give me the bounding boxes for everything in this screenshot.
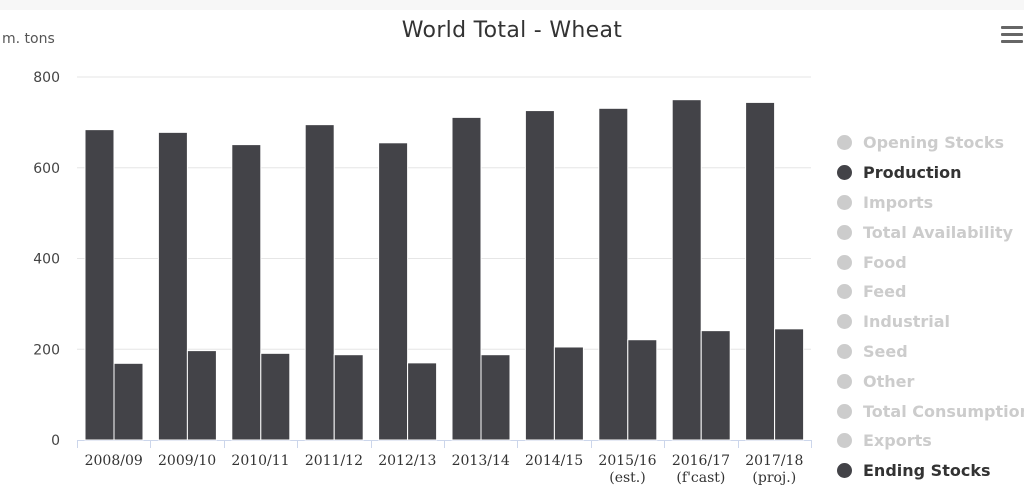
legend: Opening Stocks Production Imports Total Ava… — [837, 128, 1024, 486]
bar-ending-stocks — [186, 350, 217, 441]
chart-title: World Total - Wheat — [401, 18, 623, 43]
x-tick-label: (est.) — [609, 470, 645, 486]
bar-ending-stocks — [480, 354, 511, 441]
legend-marker-icon — [837, 284, 852, 300]
bar-production — [671, 99, 702, 441]
legend-item-food[interactable]: Food — [837, 247, 1024, 277]
x-tick-label: 2013/14 — [452, 453, 510, 469]
legend-item-total-consumption[interactable]: Total Consumption — [837, 396, 1024, 426]
legend-marker-icon — [837, 254, 852, 270]
legend-label: Total Consumption — [863, 401, 1024, 421]
legend-label: Opening Stocks — [863, 133, 1005, 153]
bar-ending-stocks — [333, 354, 364, 441]
bar-production — [231, 144, 262, 441]
legend-marker-icon — [837, 463, 852, 479]
x-tick-label: 2009/10 — [158, 453, 216, 469]
y-tick-label: 0 — [51, 433, 60, 449]
legend-item-industrial[interactable]: Industrial — [837, 307, 1024, 337]
y-tick-label: 400 — [33, 252, 60, 268]
legend-item-imports[interactable]: Imports — [837, 188, 1024, 218]
bar-production — [304, 124, 335, 441]
legend-label: Industrial — [863, 312, 951, 332]
bar-production — [451, 116, 482, 441]
legend-item-seed[interactable]: Seed — [837, 337, 1024, 367]
bar-ending-stocks — [407, 362, 438, 441]
x-tick-label: 2011/12 — [305, 453, 363, 469]
bar-ending-stocks — [700, 330, 731, 441]
x-tick-label: 2012/13 — [378, 453, 436, 469]
bar-production — [598, 107, 629, 441]
legend-label: Imports — [863, 192, 934, 212]
bar-ending-stocks — [113, 362, 144, 441]
x-tick-label: 2010/11 — [231, 453, 289, 469]
legend-marker-icon — [837, 433, 852, 449]
bar-production — [84, 129, 115, 441]
legend-marker-icon — [837, 224, 852, 240]
bar-production — [157, 131, 188, 441]
legend-marker-icon — [837, 314, 852, 330]
legend-label: Seed — [863, 341, 908, 361]
legend-item-feed[interactable]: Feed — [837, 277, 1024, 307]
bar-ending-stocks — [260, 352, 291, 441]
legend-label: Production — [863, 163, 962, 183]
bar-ending-stocks — [627, 339, 658, 441]
legend-marker-icon — [837, 194, 852, 210]
x-tick-label: (proj.) — [752, 470, 796, 486]
legend-marker-icon — [837, 403, 852, 419]
legend-label: Food — [863, 252, 907, 272]
y-tick-label: 800 — [33, 70, 60, 86]
x-tick-label: 2014/15 — [525, 453, 583, 469]
bar-production — [745, 101, 776, 441]
x-tick-label: 2016/17 — [672, 453, 730, 469]
legend-item-exports[interactable]: Exports — [837, 426, 1024, 456]
legend-item-production[interactable]: Production — [837, 158, 1024, 188]
x-tick-label: 2017/18 — [745, 453, 803, 469]
legend-item-total-availability[interactable]: Total Availability — [837, 217, 1024, 247]
hamburger-menu-icon[interactable] — [1001, 26, 1023, 48]
top-strip — [0, 0, 1024, 10]
legend-item-opening-stocks[interactable]: Opening Stocks — [837, 128, 1024, 158]
x-tick-label: (f'cast) — [676, 470, 725, 486]
bar-ending-stocks — [553, 346, 584, 441]
bar-production — [378, 142, 409, 441]
legend-marker-icon — [837, 343, 852, 359]
y-axis-unit-label: m. tons — [2, 31, 55, 47]
legend-item-ending-stocks[interactable]: Ending Stocks — [837, 456, 1024, 486]
x-tick-label: 2008/09 — [85, 453, 143, 469]
bar-ending-stocks — [774, 328, 805, 441]
legend-label: Other — [863, 371, 915, 391]
y-tick-label: 200 — [33, 342, 60, 358]
bar-production — [524, 110, 555, 441]
y-tick-label: 600 — [33, 161, 60, 177]
legend-marker-icon — [837, 135, 852, 151]
legend-label: Exports — [863, 431, 932, 451]
legend-label: Ending Stocks — [863, 461, 991, 481]
x-tick-label: 2015/16 — [598, 453, 656, 469]
legend-marker-icon — [837, 373, 852, 389]
legend-label: Feed — [863, 282, 907, 302]
legend-label: Total Availability — [863, 222, 1014, 242]
legend-item-other[interactable]: Other — [837, 366, 1024, 396]
legend-marker-icon — [837, 165, 852, 181]
